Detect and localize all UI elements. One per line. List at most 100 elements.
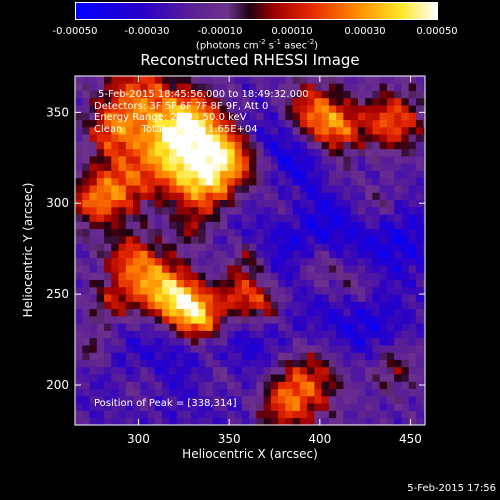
heatmap-cell [386, 206, 395, 215]
heatmap-cell [278, 76, 286, 84]
heatmap-cell [357, 141, 366, 150]
heatmap-cell [191, 90, 199, 99]
heatmap-cell [111, 199, 119, 208]
heatmap-cell [256, 257, 264, 266]
heatmap-cell [292, 417, 301, 425]
heatmap-cell [307, 374, 315, 382]
heatmap-cell [365, 90, 373, 99]
heatmap-cell [263, 155, 272, 164]
heatmap-cell [140, 381, 148, 390]
heatmap-cell [241, 177, 250, 186]
heatmap-cell [140, 105, 148, 113]
heatmap-cell [154, 134, 163, 142]
heatmap-cell [307, 323, 315, 331]
heatmap-cell [111, 330, 119, 339]
heatmap-cell [75, 366, 83, 375]
heatmap-cell [292, 177, 301, 186]
heatmap-cell [307, 76, 315, 84]
heatmap-cell [205, 90, 214, 99]
heatmap-cell [133, 330, 141, 339]
heatmap-cell [307, 388, 315, 397]
heatmap-cell [104, 366, 112, 375]
heatmap-cell [285, 134, 294, 142]
heatmap-cell [125, 177, 134, 186]
heatmap-cell [299, 345, 308, 353]
heatmap-cell [154, 359, 163, 368]
heatmap-cell [154, 272, 163, 280]
heatmap-cell [140, 257, 148, 266]
heatmap-cell [176, 294, 185, 302]
heatmap-cell [292, 265, 301, 273]
heatmap-cell [401, 308, 410, 317]
heatmap-cell [176, 97, 185, 106]
heatmap-cell [270, 235, 279, 244]
heatmap-cell [343, 366, 352, 375]
heatmap-cell [162, 76, 170, 84]
heatmap-cell [104, 170, 112, 179]
heatmap-cell [336, 374, 344, 382]
heatmap-cell [183, 112, 192, 121]
heatmap-cell [169, 345, 177, 353]
heatmap-cell [357, 90, 366, 99]
heatmap-cell [227, 228, 235, 237]
heatmap-cell [154, 105, 163, 113]
heatmap-cell [343, 83, 352, 91]
heatmap-cell [321, 177, 330, 186]
heatmap-cell [415, 221, 424, 230]
heatmap-cell [408, 381, 417, 390]
heatmap-cell [96, 301, 105, 310]
heatmap-cell [125, 148, 134, 157]
heatmap-cell [227, 134, 235, 142]
y-tick-label: 200 [46, 378, 69, 392]
heatmap-cell [278, 301, 286, 310]
heatmap-cell [263, 403, 272, 411]
heatmap-cell [234, 141, 243, 150]
heatmap-cell [394, 308, 402, 317]
heatmap-cell [125, 90, 134, 99]
heatmap-cell [118, 417, 127, 425]
heatmap-cell [314, 417, 323, 425]
heatmap-cell [314, 97, 323, 106]
heatmap-cell [162, 134, 170, 142]
heatmap-cell [162, 214, 170, 222]
heatmap-cell [321, 83, 330, 91]
heatmap-cell [270, 323, 279, 331]
heatmap-cell [299, 250, 308, 259]
heatmap-cell [220, 243, 228, 251]
heatmap-cell [147, 199, 156, 208]
heatmap-cell [140, 345, 148, 353]
heatmap-cell [118, 294, 127, 302]
heatmap-cell [415, 112, 424, 121]
heatmap-cell [386, 417, 395, 425]
heatmap-cell [350, 148, 359, 157]
heatmap-cell [357, 381, 366, 390]
heatmap-cell [96, 410, 105, 419]
heatmap-cell [394, 410, 402, 419]
heatmap-cell [415, 279, 424, 288]
heatmap-cell [82, 76, 90, 84]
heatmap-cell [343, 395, 352, 404]
heatmap-cell [104, 250, 112, 259]
heatmap-cell [96, 163, 105, 171]
heatmap-cell [408, 97, 417, 106]
heatmap-cell [96, 185, 105, 193]
heatmap-cell [147, 403, 156, 411]
heatmap-cell [357, 126, 366, 135]
heatmap-cell [234, 265, 243, 273]
heatmap-cell [415, 265, 424, 273]
heatmap-cell [263, 381, 272, 390]
heatmap-cell [307, 214, 315, 222]
heatmap-cell [198, 243, 206, 251]
heatmap-cell [423, 301, 425, 310]
heatmap-cell [133, 279, 141, 288]
heatmap-cell [125, 170, 134, 179]
heatmap-cell [278, 381, 286, 390]
heatmap-cell [82, 366, 90, 375]
heatmap-cell [270, 134, 279, 142]
heatmap-cell [241, 294, 250, 302]
heatmap-cell [227, 381, 235, 390]
heatmap-cell [314, 395, 323, 404]
heatmap-cell [350, 243, 359, 251]
heatmap-cell [125, 221, 134, 230]
heatmap-cell [336, 337, 344, 346]
